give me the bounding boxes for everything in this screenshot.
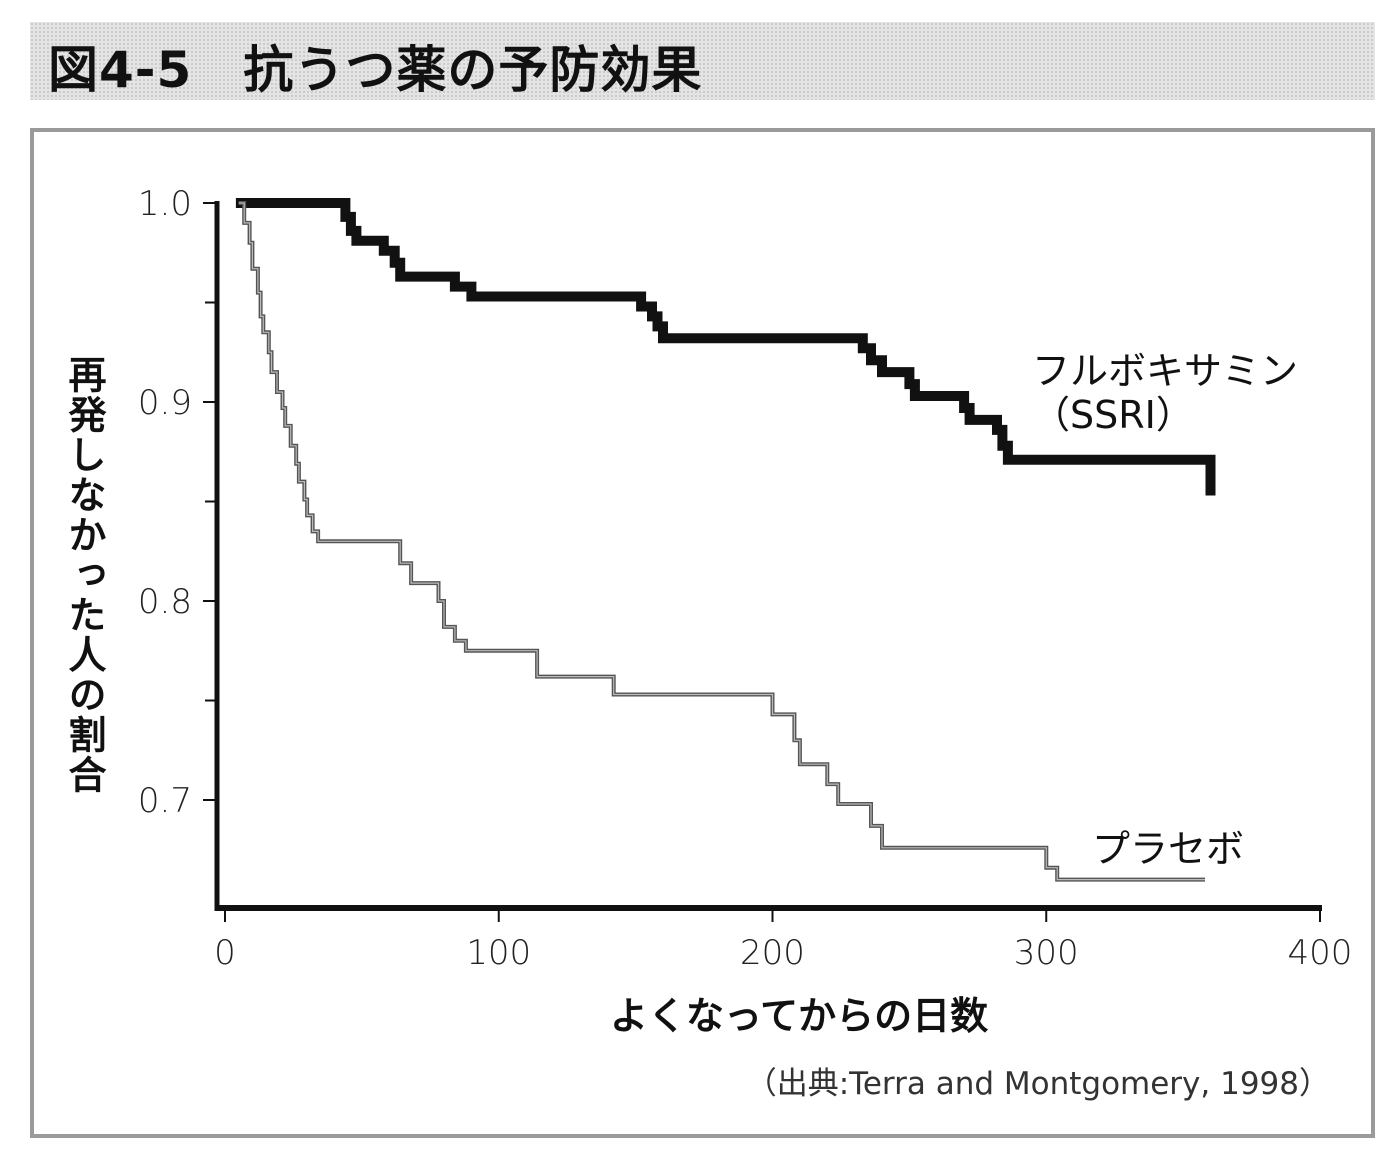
source-citation: （出典:Terra and Montgomery, 1998） — [745, 1066, 1330, 1102]
y-tick-label-0.9: 0.9 — [138, 383, 192, 423]
x-tick-label-100: 100 — [466, 933, 531, 973]
x-tick-label-400: 400 — [1288, 933, 1353, 973]
y-axis-title: 再発しなかった人の割合 — [62, 355, 106, 795]
x-axis-title: よくなってからの日数 — [610, 994, 989, 1038]
figure-header: 図4-5 抗うつ薬の予防効果 — [30, 22, 1375, 100]
series-lines — [235, 198, 1216, 882]
series-label-fluvoxamine-line2: （SSRI） — [1032, 392, 1194, 437]
series-label-placebo: プラセボ — [1092, 827, 1245, 872]
series-line-1 — [238, 202, 1205, 881]
figure-frame — [30, 128, 1375, 1138]
x-tick-label-200: 200 — [740, 933, 805, 973]
tick-labels: 1.0 0.9 0.8 0.7 0 100 200 300 400 — [138, 184, 1353, 973]
series-label-placebo-line1: プラセボ — [1092, 827, 1245, 871]
series-label-fluvoxamine-line1: フルボキサミン — [1032, 349, 1299, 393]
x-tick-label-300: 300 — [1014, 933, 1079, 973]
y-tick-label-0.8: 0.8 — [138, 582, 192, 622]
axes — [214, 201, 1322, 911]
series-label-fluvoxamine: フルボキサミン （SSRI） — [1032, 349, 1299, 437]
tick-marks — [203, 202, 1321, 922]
series-line-0 — [235, 198, 1216, 496]
figure-title: 図4-5 抗うつ薬の予防効果 — [48, 41, 703, 99]
y-tick-label-1.0: 1.0 — [138, 184, 192, 224]
y-tick-label-0.7: 0.7 — [138, 781, 192, 821]
x-tick-label-0: 0 — [214, 933, 236, 973]
